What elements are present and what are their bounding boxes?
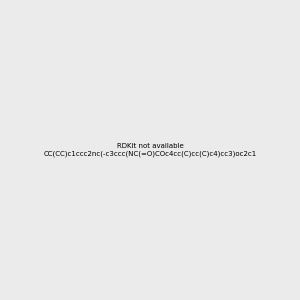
Text: RDKit not available
CC(CC)c1ccc2nc(-c3ccc(NC(=O)COc4cc(C)cc(C)c4)cc3)oc2c1: RDKit not available CC(CC)c1ccc2nc(-c3cc…	[44, 143, 256, 157]
